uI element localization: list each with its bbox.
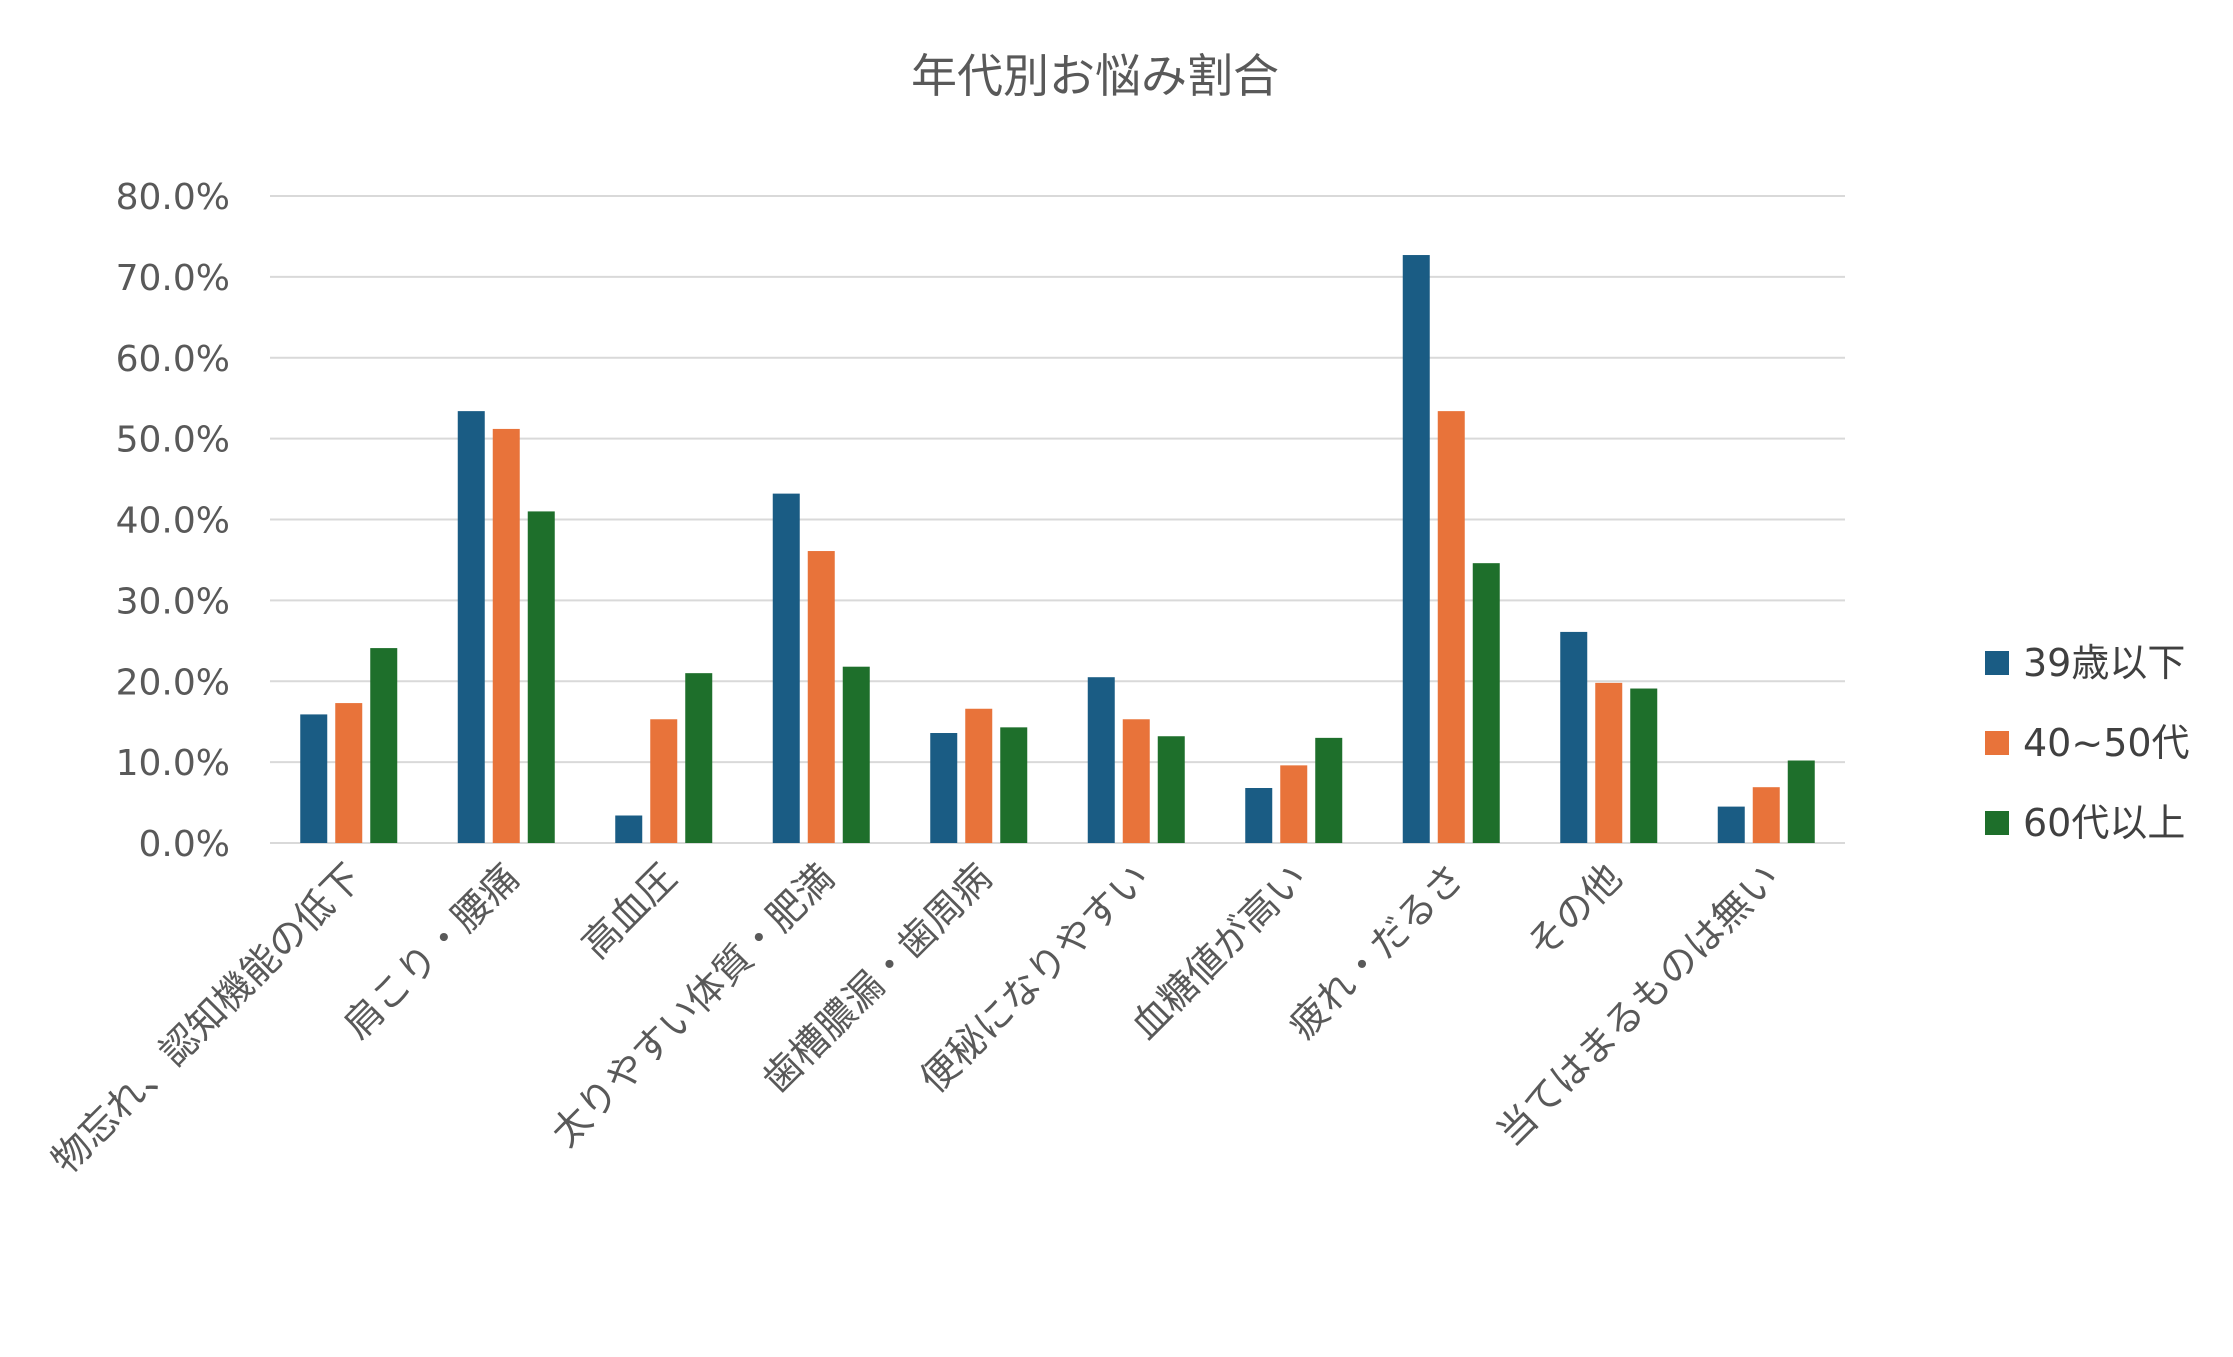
bar [370, 648, 398, 843]
bar [807, 551, 835, 843]
bar [1000, 727, 1028, 843]
bar [1087, 677, 1115, 843]
bar [1157, 736, 1185, 843]
bars [300, 255, 1815, 843]
x-category-label: 当てはまるものは無い [1488, 855, 1787, 1154]
bar [527, 511, 555, 843]
bar [1280, 765, 1308, 843]
y-tick-label: 70.0% [116, 258, 230, 299]
bar [1630, 688, 1658, 843]
x-category-label: その他 [1518, 855, 1630, 967]
bar [1717, 806, 1745, 843]
bar [492, 428, 520, 843]
legend: 39歳以下 40~50代 60代以上 [1985, 641, 2190, 845]
chart-title: 年代別お悩み割合 [911, 49, 1279, 103]
x-category-label: 高血圧 [573, 855, 685, 967]
y-tick-label: 50.0% [116, 420, 230, 461]
bar [457, 411, 485, 843]
bar [615, 815, 643, 843]
bar [772, 493, 800, 843]
bar [1402, 255, 1430, 843]
y-tick-label: 0.0% [139, 824, 230, 865]
bar [1787, 760, 1815, 843]
bar [1245, 788, 1273, 843]
legend-swatch [1985, 731, 2009, 755]
y-axis-ticks: 0.0% 10.0% 20.0% 30.0% 40.0% 50.0% 60.0% 70.0% 8… [116, 177, 230, 865]
bar [300, 714, 328, 843]
legend-swatch [1985, 651, 2009, 675]
x-category-label: 太りやすい体質・肥満 [543, 855, 843, 1155]
y-tick-label: 10.0% [116, 743, 230, 784]
y-tick-label: 30.0% [116, 581, 230, 622]
bar [965, 708, 993, 843]
y-tick-label: 40.0% [116, 501, 230, 542]
x-category-label: 物忘れ、認知機能の低下 [43, 855, 370, 1182]
legend-label: 60代以上 [2023, 801, 2185, 845]
bar [335, 703, 363, 843]
bar [842, 666, 870, 843]
bar [1595, 682, 1623, 843]
bar [650, 719, 678, 843]
bar [1472, 563, 1500, 843]
bar [685, 673, 713, 843]
bar [1122, 719, 1150, 843]
y-tick-label: 20.0% [116, 662, 230, 703]
legend-label: 40~50代 [2023, 721, 2190, 765]
legend-swatch [1985, 811, 2009, 835]
bar [1560, 631, 1588, 843]
y-tick-label: 80.0% [116, 177, 230, 218]
bar [1315, 737, 1343, 843]
y-tick-label: 60.0% [116, 339, 230, 380]
legend-label: 39歳以下 [2023, 641, 2185, 685]
bar [1752, 787, 1780, 843]
bar [1437, 411, 1465, 843]
bar [930, 733, 958, 843]
